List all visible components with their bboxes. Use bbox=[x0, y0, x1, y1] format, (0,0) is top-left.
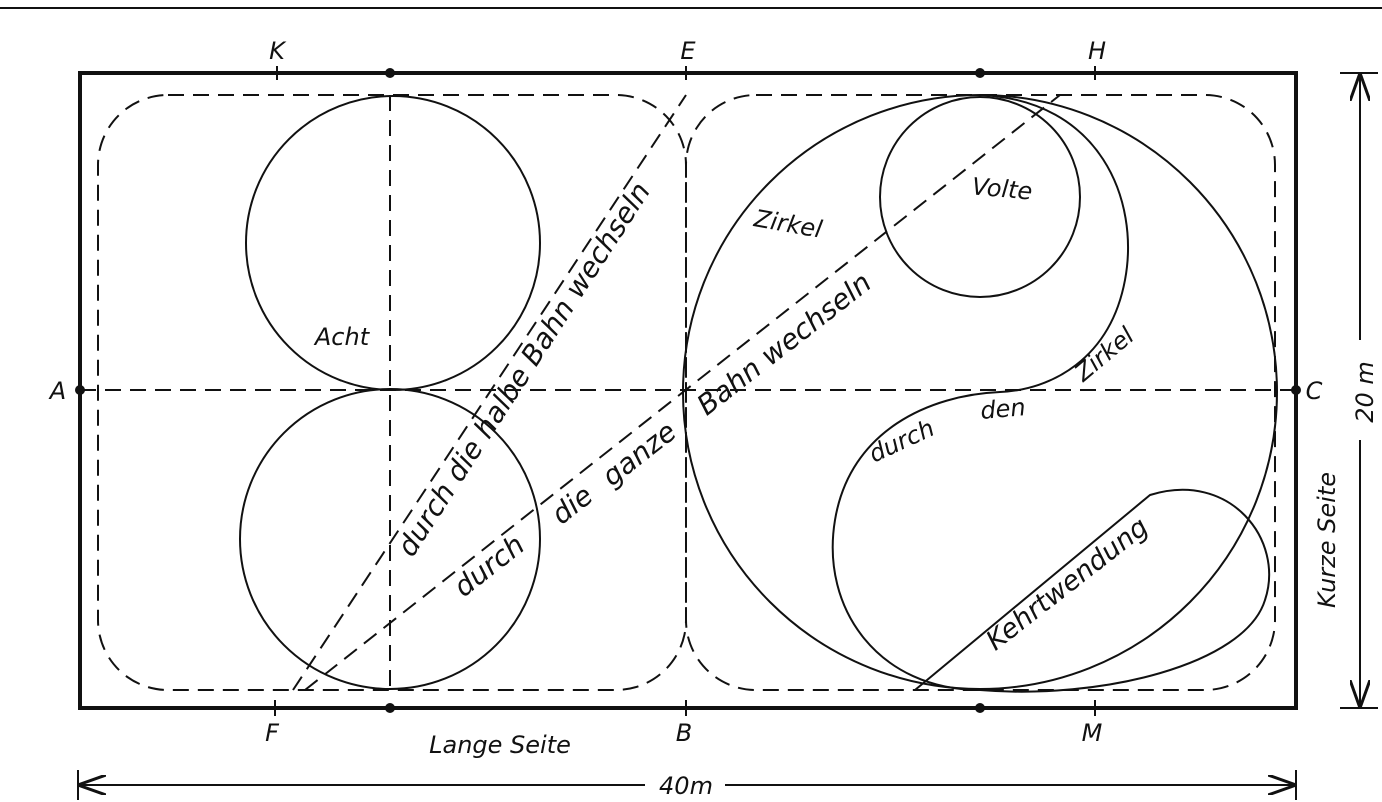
label: Acht bbox=[313, 323, 371, 351]
change-circle bbox=[831, 94, 1129, 691]
right-track bbox=[685, 94, 1276, 691]
eight-upper bbox=[245, 95, 541, 391]
left-track bbox=[97, 94, 687, 691]
marker: B bbox=[676, 719, 692, 747]
label: Zirkel bbox=[1068, 321, 1139, 387]
label: Zirkel bbox=[751, 204, 824, 244]
dimension-label: 40m bbox=[659, 772, 713, 800]
label: den bbox=[979, 393, 1026, 425]
dimension-label: Kurze Seite bbox=[1313, 472, 1341, 608]
dimension-label: 20 m bbox=[1351, 361, 1379, 423]
label: durch die halbe Bahn wechseln bbox=[390, 176, 657, 562]
eight-lower bbox=[239, 388, 541, 690]
half-diagonal bbox=[292, 94, 687, 691]
marker: H bbox=[1088, 37, 1106, 65]
label: Bahn wechseln bbox=[691, 266, 878, 422]
marker: M bbox=[1082, 719, 1103, 747]
turn bbox=[914, 488, 1271, 693]
points bbox=[75, 68, 1301, 713]
marker: E bbox=[680, 37, 696, 65]
volte bbox=[879, 96, 1081, 298]
dimension-label: Lange Seite bbox=[429, 731, 571, 759]
label: Kehrtwendung bbox=[980, 512, 1154, 657]
label: durch bbox=[447, 528, 530, 603]
marker: F bbox=[265, 719, 280, 747]
label: Volte bbox=[971, 172, 1034, 205]
marker: C bbox=[1306, 377, 1323, 405]
label: die bbox=[545, 479, 599, 531]
label: durch bbox=[865, 414, 939, 468]
marker: A bbox=[48, 377, 66, 405]
marker: K bbox=[269, 37, 287, 65]
